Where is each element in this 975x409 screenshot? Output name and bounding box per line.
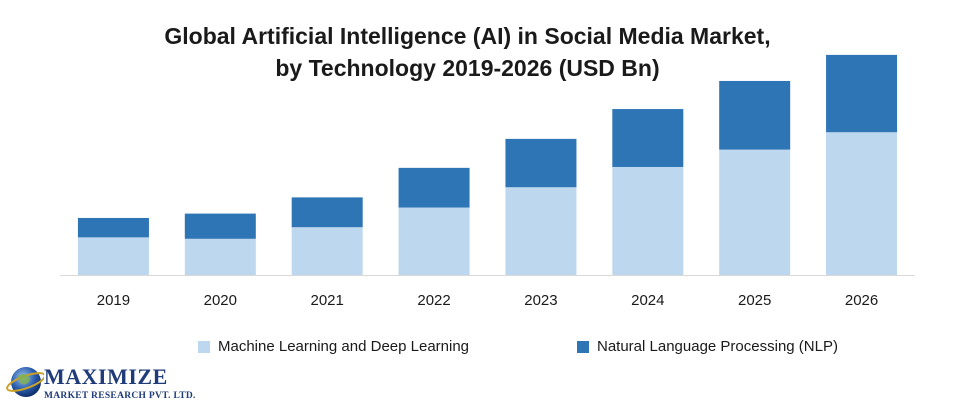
chart-title-line1: Global Artificial Intelligence (AI) in S…	[164, 23, 771, 49]
chart-title-line2: by Technology 2019-2026 (USD Bn)	[275, 55, 660, 81]
bar-nlp-2021	[291, 197, 363, 228]
x-tick-label: 2021	[311, 292, 344, 309]
bar-ml-2026	[826, 132, 898, 275]
legend-item-ml: Machine Learning and Deep Learning	[198, 338, 469, 355]
bar-nlp-2023	[505, 138, 577, 188]
bar-nlp-2026	[826, 54, 898, 133]
legend-swatch-ml	[198, 340, 210, 353]
legend-label-ml: Machine Learning and Deep Learning	[218, 338, 470, 355]
chart-plot: 2019 2020 2021 2022 2023 2024 2025 2026	[60, 54, 915, 309]
bar-ml-2024	[612, 166, 684, 275]
legend-item-nlp: Natural Language Processing (NLP)	[577, 338, 838, 355]
bar-nlp-2024	[612, 109, 684, 167]
logo-name: MAXIMIZE	[44, 364, 168, 389]
bar-ml-2020	[184, 238, 256, 275]
company-logo: MAXIMIZE MARKET RESEARCH PVT. LTD.	[4, 358, 204, 409]
x-tick-label: 2019	[97, 292, 130, 309]
bar-nlp-2019	[77, 217, 149, 238]
bar-nlp-2025	[719, 80, 791, 150]
bar-ml-2021	[291, 227, 363, 275]
bar-nlp-2020	[184, 213, 256, 239]
x-tick-label: 2022	[417, 292, 450, 309]
x-tick-label: 2020	[204, 292, 237, 309]
logo-subtitle: MARKET RESEARCH PVT. LTD.	[44, 391, 196, 401]
chart-legend: Machine Learning and Deep Learning Natur…	[0, 338, 975, 360]
legend-swatch-nlp	[577, 340, 589, 353]
globe-icon	[6, 367, 44, 397]
chart-title: Global Artificial Intelligence (AI) in S…	[0, 20, 935, 84]
bar-ml-2019	[77, 237, 149, 275]
bar-ml-2025	[719, 149, 791, 275]
bar-nlp-2022	[398, 167, 470, 208]
x-tick-label: 2025	[738, 292, 771, 309]
bar-ml-2022	[398, 207, 470, 275]
x-tick-label: 2024	[631, 292, 664, 309]
legend-label-nlp: Natural Language Processing (NLP)	[597, 338, 838, 355]
bar-ml-2023	[505, 187, 577, 275]
x-tick-label: 2023	[524, 292, 557, 309]
x-tick-label: 2026	[845, 292, 878, 309]
